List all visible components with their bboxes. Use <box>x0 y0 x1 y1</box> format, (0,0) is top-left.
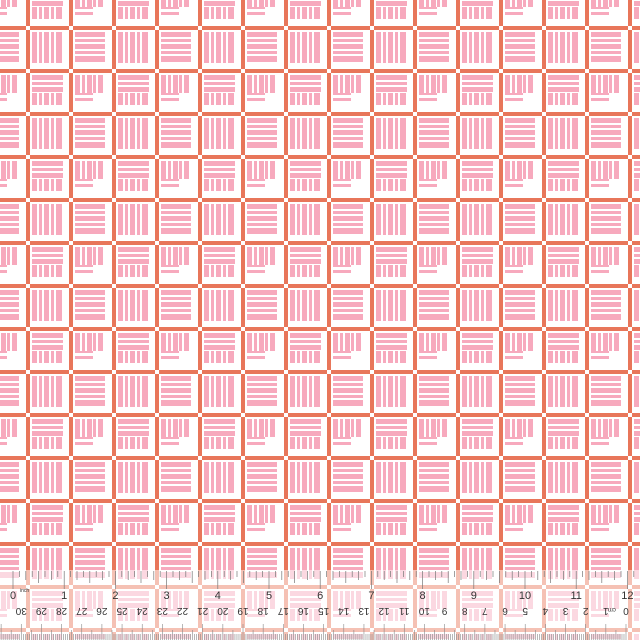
cm-label: 12 <box>378 605 390 616</box>
cm-label: 17 <box>277 605 289 616</box>
cm-label: 21 <box>197 605 209 616</box>
inch-unit-label: inch <box>20 588 29 594</box>
cm-label: 1 <box>603 605 609 616</box>
cm-label: 6 <box>502 605 508 616</box>
inch-label: 5 <box>266 590 272 602</box>
inch-label: 8 <box>420 590 426 602</box>
inch-label: 6 <box>317 590 323 602</box>
cm-label: 8 <box>462 605 468 616</box>
inch-label: 10 <box>519 590 531 602</box>
cm-label: 16 <box>297 605 309 616</box>
inch-label: 0 <box>10 590 16 602</box>
inch-label: 1 <box>61 590 67 602</box>
cm-label: 13 <box>358 605 370 616</box>
cm-label: 18 <box>257 605 269 616</box>
cm-label: 25 <box>116 605 128 616</box>
cm-label: 3 <box>562 605 568 616</box>
inch-label: 2 <box>112 590 118 602</box>
cm-label: 4 <box>542 605 548 616</box>
cm-label: 30 <box>15 605 27 616</box>
cm-label: 15 <box>318 605 330 616</box>
inch-label: 12 <box>621 590 633 602</box>
cm-label: 5 <box>522 605 528 616</box>
cm-label: 28 <box>56 605 68 616</box>
inch-label: 11 <box>570 590 581 602</box>
cm-label: 10 <box>418 605 430 616</box>
cm-label: 9 <box>441 605 447 616</box>
cm-label: 19 <box>237 605 249 616</box>
cm-label: 27 <box>76 605 88 616</box>
cm-label: 26 <box>96 605 108 616</box>
cm-label: 29 <box>35 605 47 616</box>
cm-label: 7 <box>482 605 488 616</box>
cm-label: 22 <box>177 605 189 616</box>
cm-unit-label: cm <box>608 606 616 612</box>
cm-label: 24 <box>136 605 148 616</box>
cm-label: 2 <box>582 605 588 616</box>
inch-label: 4 <box>215 590 221 602</box>
inch-label: 3 <box>164 590 170 602</box>
cm-label: 14 <box>338 605 350 616</box>
cm-label: 20 <box>217 605 229 616</box>
cm-label: 23 <box>156 605 168 616</box>
inch-label: 9 <box>471 590 477 602</box>
cm-label: 0 <box>623 605 629 616</box>
inch-label: 7 <box>368 590 374 602</box>
cm-label: 11 <box>399 605 410 616</box>
